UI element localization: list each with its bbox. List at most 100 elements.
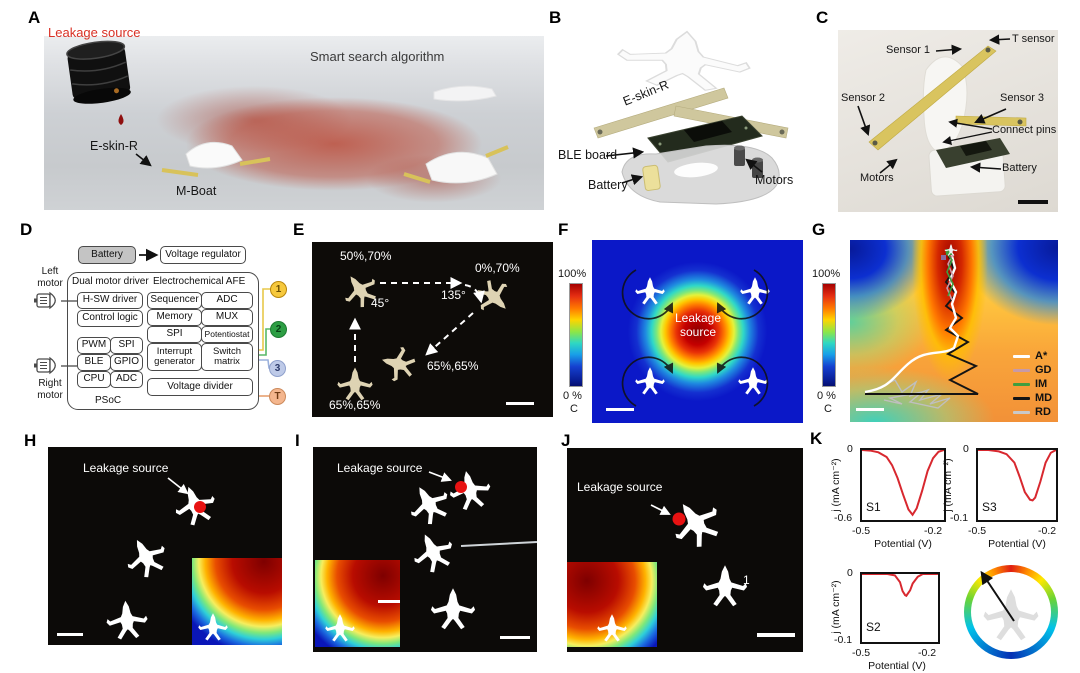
s3-ytick-top: 0 <box>963 443 969 455</box>
path-md <box>865 253 979 395</box>
battery-arrow-c <box>969 162 1002 173</box>
legend-swatch-im <box>1013 382 1030 386</box>
s2-xlabel: Potential (V) <box>868 660 926 672</box>
battery-block: Battery <box>78 246 136 264</box>
mboat-label: M-Boat <box>176 184 217 198</box>
legend-row-astar: A* <box>1013 350 1047 362</box>
panel-d-wires <box>34 248 270 397</box>
motors-arrow-b <box>745 158 763 173</box>
panel-a-label: A <box>28 8 41 27</box>
motors-label-b: Motors <box>755 173 794 187</box>
panel-g-label: G <box>812 220 826 239</box>
boat-e3 <box>377 342 419 386</box>
mboat-near <box>161 141 271 177</box>
gpio-block: GPIO <box>110 354 143 371</box>
legend-label-md: MD <box>1035 392 1053 404</box>
panel-a-overlay <box>66 40 509 184</box>
s1-ytick-bottom: -0.6 <box>834 512 853 524</box>
electrochemical-afe-header: Electrochemical AFE <box>153 276 246 287</box>
eskin-pointer-arrow <box>135 153 152 167</box>
panel-e-label: E <box>293 220 305 239</box>
connect-pins-arrow-1 <box>948 118 993 130</box>
legend-row-gd: GD <box>1013 364 1052 376</box>
curve-s2 <box>862 574 938 642</box>
battery-arrow-b <box>621 174 644 186</box>
legend-swatch-gd <box>1013 368 1030 372</box>
boat-number-label: 1 <box>743 573 750 587</box>
t-sensor-arrow <box>988 34 1011 45</box>
boat-i-3 <box>406 525 460 578</box>
leakage-source-label-h: Leakage source <box>83 461 169 475</box>
cbar-g-unit: C <box>824 403 832 415</box>
leak-arrow-j <box>650 504 671 515</box>
wheel-overlay <box>980 570 1039 641</box>
sensor1-arrow <box>935 44 963 55</box>
legend-swatch-astar <box>1013 354 1030 358</box>
psoc-outline <box>67 272 259 410</box>
psoc-label: PSoC <box>95 395 122 406</box>
plot-s2 <box>860 572 940 644</box>
panel-j-inset <box>567 562 657 647</box>
dual-motor-driver-header: Dual motor driver <box>72 276 149 287</box>
s3-ylabel: j (mA cm⁻²) <box>942 458 954 512</box>
s1-xtick-left: -0.5 <box>852 525 871 537</box>
potentiostat-block: Potentiostat <box>201 326 253 343</box>
path-arrow-turn <box>464 284 485 304</box>
port-3: 3 <box>269 360 286 377</box>
plot-s1 <box>860 448 946 522</box>
spi-block-a: SPI <box>110 337 143 354</box>
oil-barrel <box>66 40 131 104</box>
wire-port-1 <box>259 288 270 351</box>
s2-ytick-top: 0 <box>847 567 853 579</box>
boat-f-tl <box>635 277 665 305</box>
s2-series-label: S2 <box>866 620 881 634</box>
im-marker <box>946 249 952 255</box>
pcb-chip <box>960 141 992 156</box>
panel-c-label: C <box>816 8 829 27</box>
path-a-star <box>864 251 960 394</box>
colorbar-f <box>569 283 583 387</box>
left-motor-icon <box>34 291 56 310</box>
legend-label-gd: GD <box>1035 364 1052 376</box>
legend-row-rd: RD <box>1013 406 1051 418</box>
speed-label-bottom: 65%,65% <box>329 398 381 412</box>
battery-label-b: Battery <box>588 178 628 192</box>
left-motor-label: Left motor <box>37 266 63 289</box>
leak-dot-j <box>672 512 686 526</box>
s3-xtick-right: -0.2 <box>1038 525 1057 537</box>
leakage-source-label-a: Leakage source <box>48 25 141 40</box>
panel-g-paths <box>864 244 979 409</box>
panel-k-label: K <box>810 429 823 448</box>
panel-h-label: H <box>24 431 37 450</box>
panel-i-label: I <box>295 431 300 450</box>
port-2: 2 <box>270 321 287 338</box>
cbar-f-max: 100% <box>558 268 587 280</box>
panel-i-overlay <box>401 466 538 630</box>
speed-label-top-right: 0%,70% <box>475 261 520 275</box>
hull-top <box>614 23 754 96</box>
sensor2-arrow <box>857 105 871 136</box>
boat-f-br <box>738 367 768 395</box>
panel-c-overlay <box>857 34 1027 197</box>
cbar-g-min: 0 % <box>817 390 836 402</box>
panel-i-inset-boat <box>325 614 355 642</box>
wire-port-2 <box>259 328 270 356</box>
boat-j-source <box>662 490 729 556</box>
cbar-g-max: 100% <box>812 268 841 280</box>
legend-row-im: IM <box>1013 378 1047 390</box>
panel-d-label: D <box>20 220 33 239</box>
sequencer-block: Sequencer <box>147 292 202 309</box>
adc-block-b: ADC <box>201 292 253 309</box>
legend-label-astar: A* <box>1035 350 1048 362</box>
panel-j-label: J <box>561 431 571 450</box>
s2-xtick-right: -0.2 <box>918 647 937 659</box>
panel-h-inset-boat <box>198 613 228 641</box>
scale-bar-j <box>757 633 795 637</box>
panel-f-label: F <box>558 220 569 239</box>
sensor3-arrow <box>974 108 1007 124</box>
direction-arrow <box>980 570 1015 622</box>
scale-bar-f <box>606 408 634 411</box>
oil-drop <box>118 114 124 125</box>
hsw-driver-block: H-SW driver <box>77 292 143 309</box>
